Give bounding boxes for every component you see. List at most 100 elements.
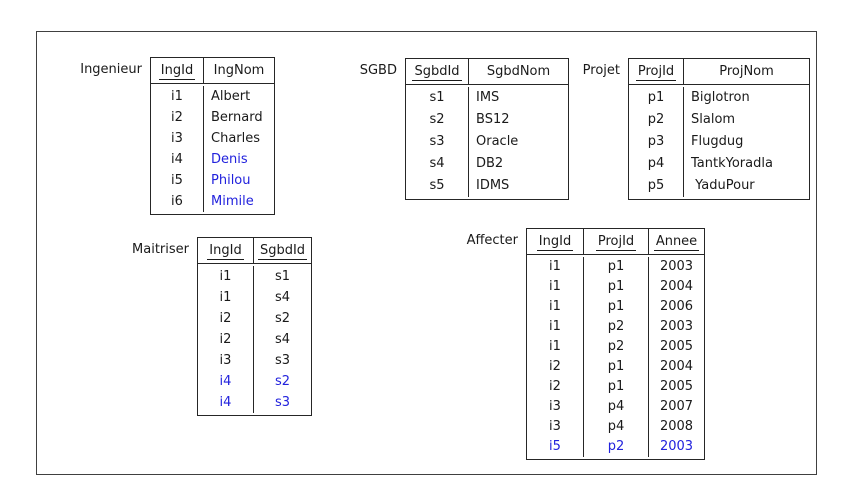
- column-header-sgbdnom: SgbdNom: [469, 59, 568, 84]
- table-sgbd: SgbdId SgbdNom s1 IMS s2 BS12 s3 Oracle s4 DB2 s5 I…: [405, 58, 569, 200]
- table-cell: p3: [629, 131, 684, 153]
- table-row: i1 p2 2003: [527, 317, 704, 337]
- table-row: i5 Philou: [151, 170, 274, 191]
- column-name: IngNom: [213, 63, 265, 78]
- table-cell: i2: [151, 107, 204, 128]
- table-cell: IDMS: [476, 178, 510, 193]
- table-row: i4 Denis: [151, 149, 274, 170]
- projet-body: p1 Biglotron p2 Slalom p3 Flugdug p4 TantkYorad…: [629, 85, 809, 199]
- key-column-name: SgbdId: [412, 64, 462, 81]
- table-cell: 2005: [659, 379, 694, 394]
- table-cell: i3: [527, 417, 584, 437]
- column-header-sgbdid: SgbdId: [254, 238, 311, 263]
- table-row: i4 s2: [198, 371, 311, 392]
- column-header-projid: ProjId: [629, 59, 684, 84]
- table-cell: p1: [584, 277, 649, 297]
- table-cell: 2004: [659, 359, 694, 374]
- table-label-projet: Projet: [582, 63, 620, 78]
- table-cell: s1: [274, 269, 291, 284]
- table-cell: Mimile: [211, 194, 254, 209]
- table-maitriser: IngId SgbdId i1 s1 i1 s4 i2 s2 i2 s4 i3 s3 i4 s2 i4 s3: [197, 237, 312, 416]
- table-cell: i4: [198, 392, 254, 413]
- table-cell: 2003: [659, 439, 694, 454]
- table-row: s4 DB2: [406, 153, 568, 175]
- column-header-projnom: ProjNom: [684, 59, 809, 84]
- table-row: i2 p1 2004: [527, 357, 704, 377]
- table-cell: Albert: [211, 89, 251, 104]
- column-name: ProjNom: [719, 64, 774, 79]
- table-row: i5 p2 2003: [527, 437, 704, 457]
- table-cell: i1: [527, 337, 584, 357]
- table-cell: i2: [527, 357, 584, 377]
- key-column-name: SgbdId: [257, 243, 308, 260]
- table-affecter: IngId ProjId Annee i1 p1 2003 i1 p1 2004 i1 p1 2006…: [526, 228, 705, 460]
- maitriser-body: i1 s1 i1 s4 i2 s2 i2 s4 i3 s3 i4 s2 i4 s3: [198, 264, 311, 415]
- table-cell: 2003: [659, 259, 694, 274]
- table-cell: s3: [406, 131, 469, 153]
- key-column-name: IngId: [536, 234, 574, 251]
- table-label-maitriser: Maitriser: [132, 242, 189, 257]
- table-label-sgbd: SGBD: [359, 63, 397, 78]
- table-cell: i6: [151, 191, 204, 212]
- table-cell: 2006: [659, 299, 694, 314]
- table-cell: 2003: [659, 319, 694, 334]
- table-cell: Oracle: [476, 134, 519, 149]
- table-cell: i3: [198, 350, 254, 371]
- column-header-ingid: IngId: [151, 58, 204, 83]
- table-row: p1 Biglotron: [629, 87, 809, 109]
- table-row: p4 TantkYoradla: [629, 153, 809, 175]
- table-cell: Biglotron: [691, 90, 750, 105]
- table-cell: s4: [274, 332, 291, 347]
- outer-frame: [36, 31, 817, 475]
- table-cell: Charles: [211, 131, 261, 146]
- table-cell: i2: [527, 377, 584, 397]
- table-cell: p1: [584, 257, 649, 277]
- table-row: i2 s4: [198, 329, 311, 350]
- table-row: i1 p2 2005: [527, 337, 704, 357]
- affecter-header-row: IngId ProjId Annee: [527, 229, 704, 255]
- table-row: i1 p1 2003: [527, 257, 704, 277]
- key-column-name: Annee: [653, 234, 700, 251]
- table-cell: Slalom: [691, 112, 736, 127]
- table-cell: i4: [151, 149, 204, 170]
- table-cell: Flugdug: [691, 134, 744, 149]
- table-cell: DB2: [476, 156, 504, 171]
- table-row: s1 IMS: [406, 87, 568, 109]
- table-cell: Denis: [211, 152, 248, 167]
- table-cell: p2: [629, 109, 684, 131]
- table-row: s2 BS12: [406, 109, 568, 131]
- maitriser-header-row: IngId SgbdId: [198, 238, 311, 264]
- table-row: i2 p1 2005: [527, 377, 704, 397]
- table-row: i2 Bernard: [151, 107, 274, 128]
- table-row: i1 Albert: [151, 86, 274, 107]
- projet-header-row: ProjId ProjNom: [629, 59, 809, 85]
- table-cell: Bernard: [211, 110, 263, 125]
- table-cell: 2004: [659, 279, 694, 294]
- column-name: SgbdNom: [486, 64, 551, 79]
- table-cell: s4: [406, 153, 469, 175]
- table-cell: s2: [406, 109, 469, 131]
- table-row: i1 p1 2006: [527, 297, 704, 317]
- sgbd-body: s1 IMS s2 BS12 s3 Oracle s4 DB2 s5 IDMS: [406, 85, 568, 199]
- table-row: i6 Mimile: [151, 191, 274, 212]
- key-column-name: ProjId: [635, 64, 677, 81]
- table-cell: 2007: [659, 399, 694, 414]
- table-cell: i1: [198, 287, 254, 308]
- table-cell: p2: [584, 437, 649, 457]
- ingenieur-header-row: IngId IngNom: [151, 58, 274, 84]
- table-cell: IMS: [476, 90, 500, 105]
- table-row: i4 s3: [198, 392, 311, 413]
- table-cell: s5: [406, 175, 469, 197]
- table-cell: p1: [584, 377, 649, 397]
- table-row: i1 s4: [198, 287, 311, 308]
- column-header-ingid: IngId: [198, 238, 254, 263]
- key-column-name: ProjId: [595, 234, 637, 251]
- table-row: i3 p4 2007: [527, 397, 704, 417]
- table-cell: s2: [274, 311, 291, 326]
- table-cell: i5: [151, 170, 204, 191]
- table-cell: p1: [584, 357, 649, 377]
- table-cell: s2: [274, 374, 291, 389]
- table-cell: p4: [584, 417, 649, 437]
- table-cell: s4: [274, 290, 291, 305]
